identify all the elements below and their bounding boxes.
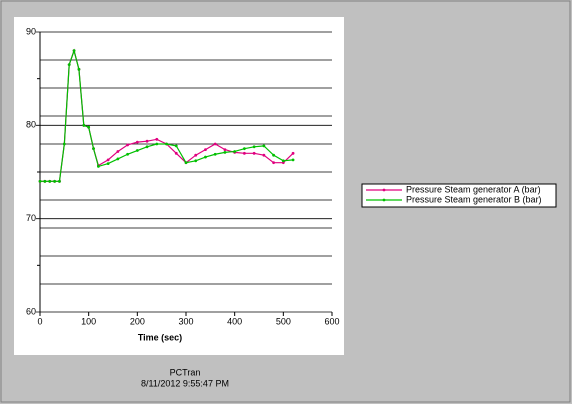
point-marker <box>223 151 227 154</box>
point-marker <box>87 125 91 129</box>
x-tick-label: 100 <box>81 316 96 326</box>
point-marker <box>77 67 81 71</box>
x-tick-label: 300 <box>178 316 193 326</box>
x-tick-label: 600 <box>324 316 339 326</box>
point-marker <box>291 151 295 155</box>
point-marker <box>262 153 266 157</box>
point-marker <box>243 147 246 151</box>
point-marker <box>116 150 120 153</box>
point-marker <box>174 144 178 148</box>
point-marker <box>204 148 207 152</box>
point-marker <box>126 143 129 147</box>
point-marker <box>272 153 275 157</box>
point-marker <box>38 179 42 183</box>
point-marker <box>116 157 120 161</box>
point-marker <box>204 155 207 159</box>
point-marker <box>97 165 100 168</box>
point-marker <box>262 144 266 148</box>
point-marker <box>53 179 56 183</box>
point-marker <box>184 161 188 165</box>
point-marker <box>145 145 149 149</box>
legend-label: Pressure Steam generator A (bar) <box>406 184 541 194</box>
plot-panel <box>14 17 344 355</box>
point-marker <box>233 150 237 153</box>
y-tick-label: 90 <box>26 26 36 36</box>
legend-marker <box>382 188 386 192</box>
point-marker <box>155 137 159 141</box>
y-tick-label: 60 <box>26 306 36 316</box>
x-tick-label: 400 <box>227 316 242 326</box>
x-tick-label: 500 <box>276 316 291 326</box>
point-marker <box>135 149 139 152</box>
point-marker <box>48 179 52 183</box>
x-tick-label: 200 <box>130 316 145 326</box>
point-marker <box>43 179 47 183</box>
point-marker <box>174 151 178 155</box>
footer-text: PCTran <box>170 367 201 377</box>
point-marker <box>106 162 110 166</box>
point-marker <box>281 159 285 163</box>
point-marker <box>194 153 198 157</box>
point-marker <box>145 139 149 143</box>
point-marker <box>155 142 159 146</box>
point-marker <box>213 152 217 156</box>
point-marker <box>126 152 129 156</box>
point-marker <box>82 123 86 127</box>
point-marker <box>62 142 66 146</box>
legend-label: Pressure Steam generator B (bar) <box>406 194 542 204</box>
point-marker <box>291 158 295 162</box>
y-tick-label: 80 <box>26 120 36 130</box>
point-marker <box>165 142 168 146</box>
legend-marker <box>382 198 386 202</box>
point-marker <box>252 145 256 149</box>
legend-box <box>361 183 557 208</box>
y-tick-label: 70 <box>26 213 36 223</box>
point-marker <box>252 151 256 155</box>
point-marker <box>194 159 198 163</box>
point-marker <box>67 63 71 67</box>
point-marker <box>92 147 95 151</box>
point-marker <box>106 158 110 162</box>
point-marker <box>272 161 275 165</box>
point-marker <box>58 179 61 183</box>
point-marker <box>213 142 217 146</box>
footer-text: 8/11/2012 9:55:47 PM <box>141 378 229 388</box>
point-marker <box>243 151 246 155</box>
point-marker <box>72 49 76 53</box>
point-marker <box>223 148 227 152</box>
x-tick-label: 0 <box>37 316 42 326</box>
x-axis-label: Time (sec) <box>138 332 182 342</box>
point-marker <box>135 140 139 144</box>
